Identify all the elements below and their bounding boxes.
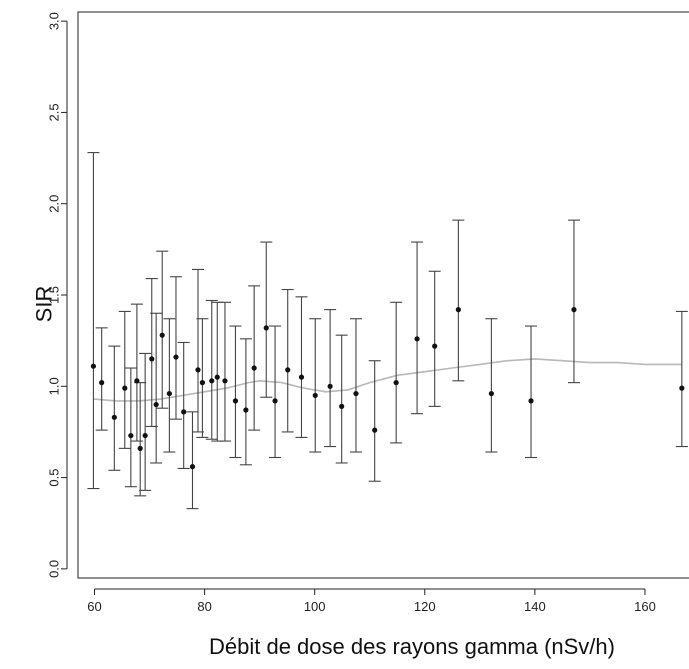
- data-point: [134, 378, 140, 384]
- data-point: [90, 363, 97, 369]
- points-layer: [90, 307, 685, 470]
- data-point: [298, 374, 305, 380]
- data-point: [222, 378, 228, 384]
- data-point: [263, 325, 269, 331]
- y-tick-label: 0.0: [47, 560, 62, 578]
- y-tick-label: 1.0: [47, 377, 62, 395]
- data-point: [339, 403, 345, 409]
- data-point: [195, 367, 201, 373]
- data-point: [137, 445, 143, 451]
- y-axis-title: SIR: [32, 286, 57, 323]
- data-point: [199, 380, 206, 386]
- data-point: [128, 432, 134, 439]
- error-bars-layer: [87, 152, 688, 510]
- data-point: [189, 464, 196, 470]
- data-point: [149, 356, 155, 362]
- data-point: [142, 432, 148, 439]
- data-point: [353, 390, 359, 397]
- data-point: [153, 401, 159, 408]
- data-point: [243, 407, 249, 413]
- x-tick-label: 100: [304, 599, 326, 614]
- y-tick-label: 3.0: [47, 12, 62, 30]
- data-point: [372, 427, 378, 433]
- trend-line: [93, 358, 682, 402]
- y-tick-label: 1.5: [47, 286, 62, 304]
- data-point: [414, 336, 420, 342]
- data-point: [455, 307, 461, 313]
- trend-layer: [93, 358, 682, 402]
- y-tick-label: 2.5: [47, 103, 62, 121]
- data-point: [214, 374, 220, 380]
- data-point: [181, 409, 187, 415]
- x-tick-label: 80: [197, 599, 211, 614]
- data-point: [251, 365, 257, 371]
- x-tick-label: 140: [524, 599, 546, 614]
- data-point: [111, 414, 117, 420]
- plot-frame: [77, 11, 689, 579]
- x-tick-label: 160: [634, 599, 656, 614]
- data-point: [327, 383, 333, 389]
- data-point: [488, 390, 494, 397]
- x-tick-label: 120: [414, 599, 436, 614]
- data-point: [209, 378, 215, 384]
- data-point: [312, 392, 318, 399]
- y-tick-label: 0.5: [47, 469, 62, 487]
- data-point: [122, 385, 128, 391]
- x-axis-title: Débit de dose des rayons gamma (nSv/h): [209, 634, 615, 659]
- data-point: [571, 307, 577, 313]
- labels-layer: Débit de dose des rayons gamma (nSv/h) S…: [32, 286, 615, 659]
- data-point: [173, 354, 179, 360]
- x-tick-label: 60: [87, 599, 101, 614]
- data-point: [679, 385, 685, 391]
- data-point: [232, 398, 239, 404]
- data-point: [393, 380, 399, 386]
- data-point: [272, 398, 278, 404]
- data-point: [432, 343, 438, 349]
- data-point: [528, 398, 534, 404]
- plot-area: [77, 11, 689, 579]
- y-tick-label: 2.0: [47, 195, 62, 213]
- data-point: [166, 390, 172, 397]
- data-point: [159, 332, 165, 338]
- axes-layer: 60 80 100 120 140 160 0.0 0.5 1.0 1.5 2.0 2.5 3.0: [47, 12, 656, 614]
- data-point: [99, 380, 105, 386]
- data-point: [285, 367, 291, 373]
